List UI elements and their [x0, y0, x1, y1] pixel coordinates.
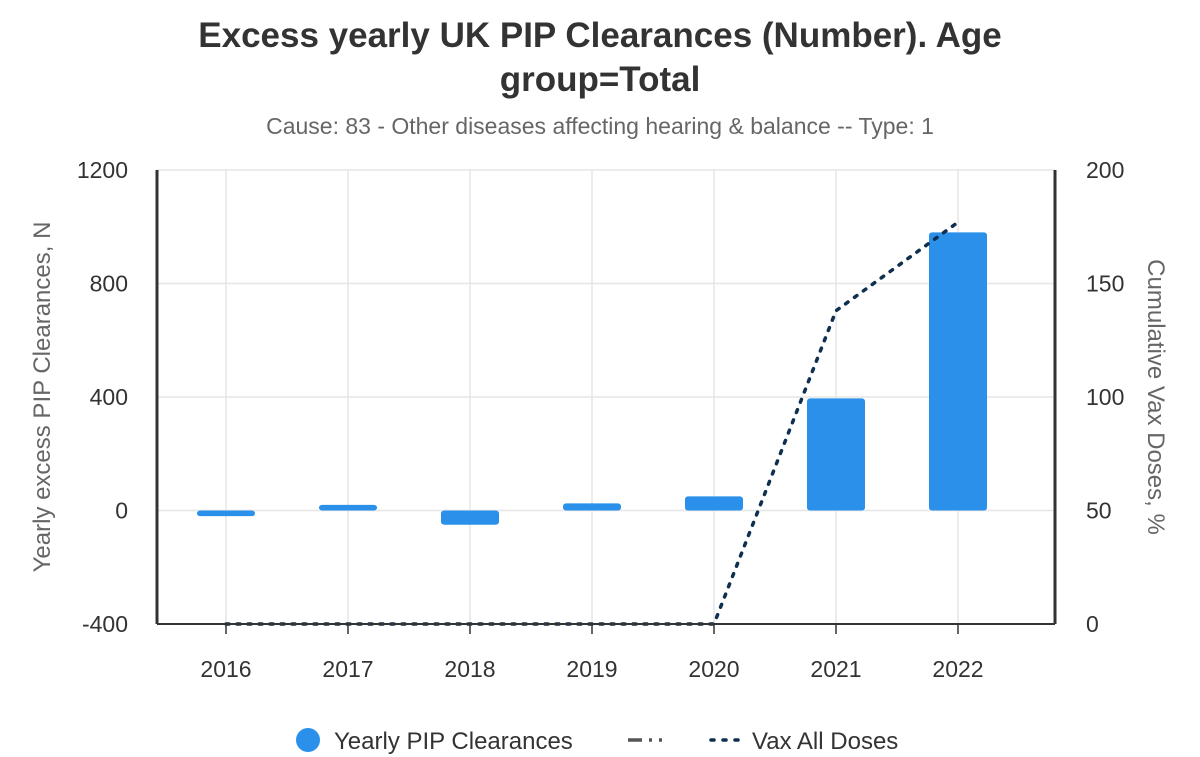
chart-title: Excess yearly UK PIP Clearances (Number)…	[0, 14, 1200, 102]
y-axis-title-right: Cumulative Vax Doses, %	[1142, 259, 1169, 535]
y-tick-label-left: -400	[82, 611, 128, 637]
x-tick-label: 2018	[444, 656, 495, 682]
y-tick-label-right: 200	[1086, 157, 1124, 183]
bar	[197, 510, 255, 517]
bar-series	[197, 232, 987, 525]
y-tick-label-right: 50	[1086, 498, 1112, 524]
tick-labels: -400 0 400 800 1200 0 50 100 150 200 2016 2017 2018 2…	[77, 157, 1125, 682]
y-tick-label-right: 150	[1086, 271, 1124, 297]
bar	[807, 398, 865, 511]
legend-label-bar: Yearly PIP Clearances	[334, 728, 573, 755]
y-tick-label-right: 100	[1086, 384, 1124, 410]
chart-title-line2: group=Total	[499, 60, 701, 99]
x-tick-label: 2022	[932, 656, 983, 682]
x-tick-label: 2016	[200, 656, 251, 682]
bar	[319, 504, 377, 511]
y-axis-title-left: Yearly excess PIP Clearances, N	[29, 222, 56, 573]
bar	[685, 496, 743, 511]
legend-marker-bar	[296, 728, 320, 752]
y-tick-label-left: 0	[115, 498, 128, 524]
x-tick-label: 2017	[322, 656, 373, 682]
x-tick-label: 2021	[810, 656, 861, 682]
x-tick-label: 2020	[688, 656, 739, 682]
legend: Yearly PIP Clearances Vax All Doses	[296, 728, 898, 755]
y-tick-label-left: 400	[90, 384, 128, 410]
y-tick-label-left: 800	[90, 271, 128, 297]
chart-title-line1: Excess yearly UK PIP Clearances (Number)…	[198, 16, 1002, 55]
bar	[441, 510, 499, 525]
bar	[929, 232, 987, 511]
chart-subtitle: Cause: 83 - Other diseases affecting hea…	[266, 113, 934, 139]
y-tick-label-right: 0	[1086, 611, 1099, 637]
bar	[563, 503, 621, 511]
x-tick-label: 2019	[566, 656, 617, 682]
grid-lines	[157, 169, 1055, 624]
legend-label-vax: Vax All Doses	[752, 728, 898, 755]
y-tick-label-left: 1200	[77, 157, 128, 183]
axes	[155, 170, 1057, 634]
